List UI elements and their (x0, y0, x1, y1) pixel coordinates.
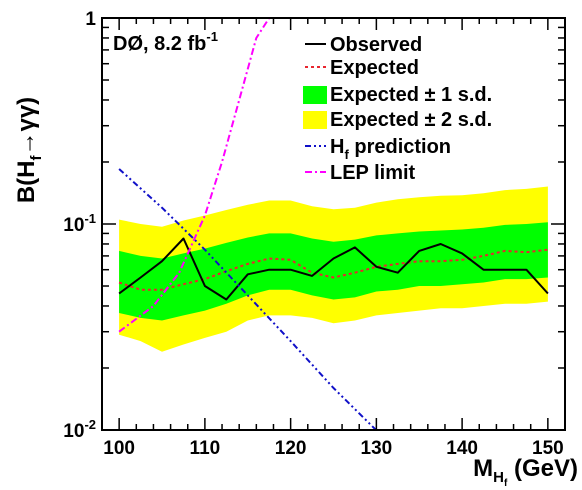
x-tick-label: 100 (103, 438, 135, 459)
legend-band1-swatch (303, 86, 327, 104)
x-tick-label: 150 (532, 438, 564, 459)
y-axis-title: B(Hf→γγ) (13, 97, 45, 203)
tick-labels: 100 110 120 130 140 150 10-2 10-1 1 (63, 9, 563, 459)
x-tick-label: 110 (190, 438, 221, 459)
axis-ticks (101, 18, 566, 431)
expected-bands (119, 186, 548, 352)
x-tick-label: 140 (446, 438, 478, 459)
x-tick-label: 120 (275, 438, 307, 459)
luminosity-annotation: DØ, 8.2 fb-1 (113, 29, 218, 55)
curves (118, 18, 549, 430)
y-tick-label: 10-1 (63, 211, 96, 236)
x-tick-label: 130 (361, 438, 393, 459)
band-1sd (119, 222, 548, 321)
expected-line (118, 248, 549, 291)
observed-line (118, 237, 549, 301)
hf-prediction-line (118, 168, 378, 430)
legend-expected-label: Expected (330, 57, 419, 79)
y-tick-label: 1 (85, 9, 96, 30)
x-axis-title: MHf (GeV) (473, 455, 578, 489)
legend-band2-swatch (303, 111, 327, 129)
legend-lep-label: LEP limit (330, 162, 416, 184)
legend-band2-label: Expected ± 2 s.d. (330, 109, 492, 131)
lep-limit-line (118, 18, 271, 333)
y-tick-label: 10-2 (63, 417, 96, 442)
legend-hf-label: Hf prediction (330, 136, 451, 162)
legend-band1-label: Expected ± 1 s.d. (330, 84, 492, 106)
legend: Observed Expected Expected ± 1 s.d. Expe… (303, 34, 492, 184)
legend-observed-label: Observed (330, 34, 422, 56)
